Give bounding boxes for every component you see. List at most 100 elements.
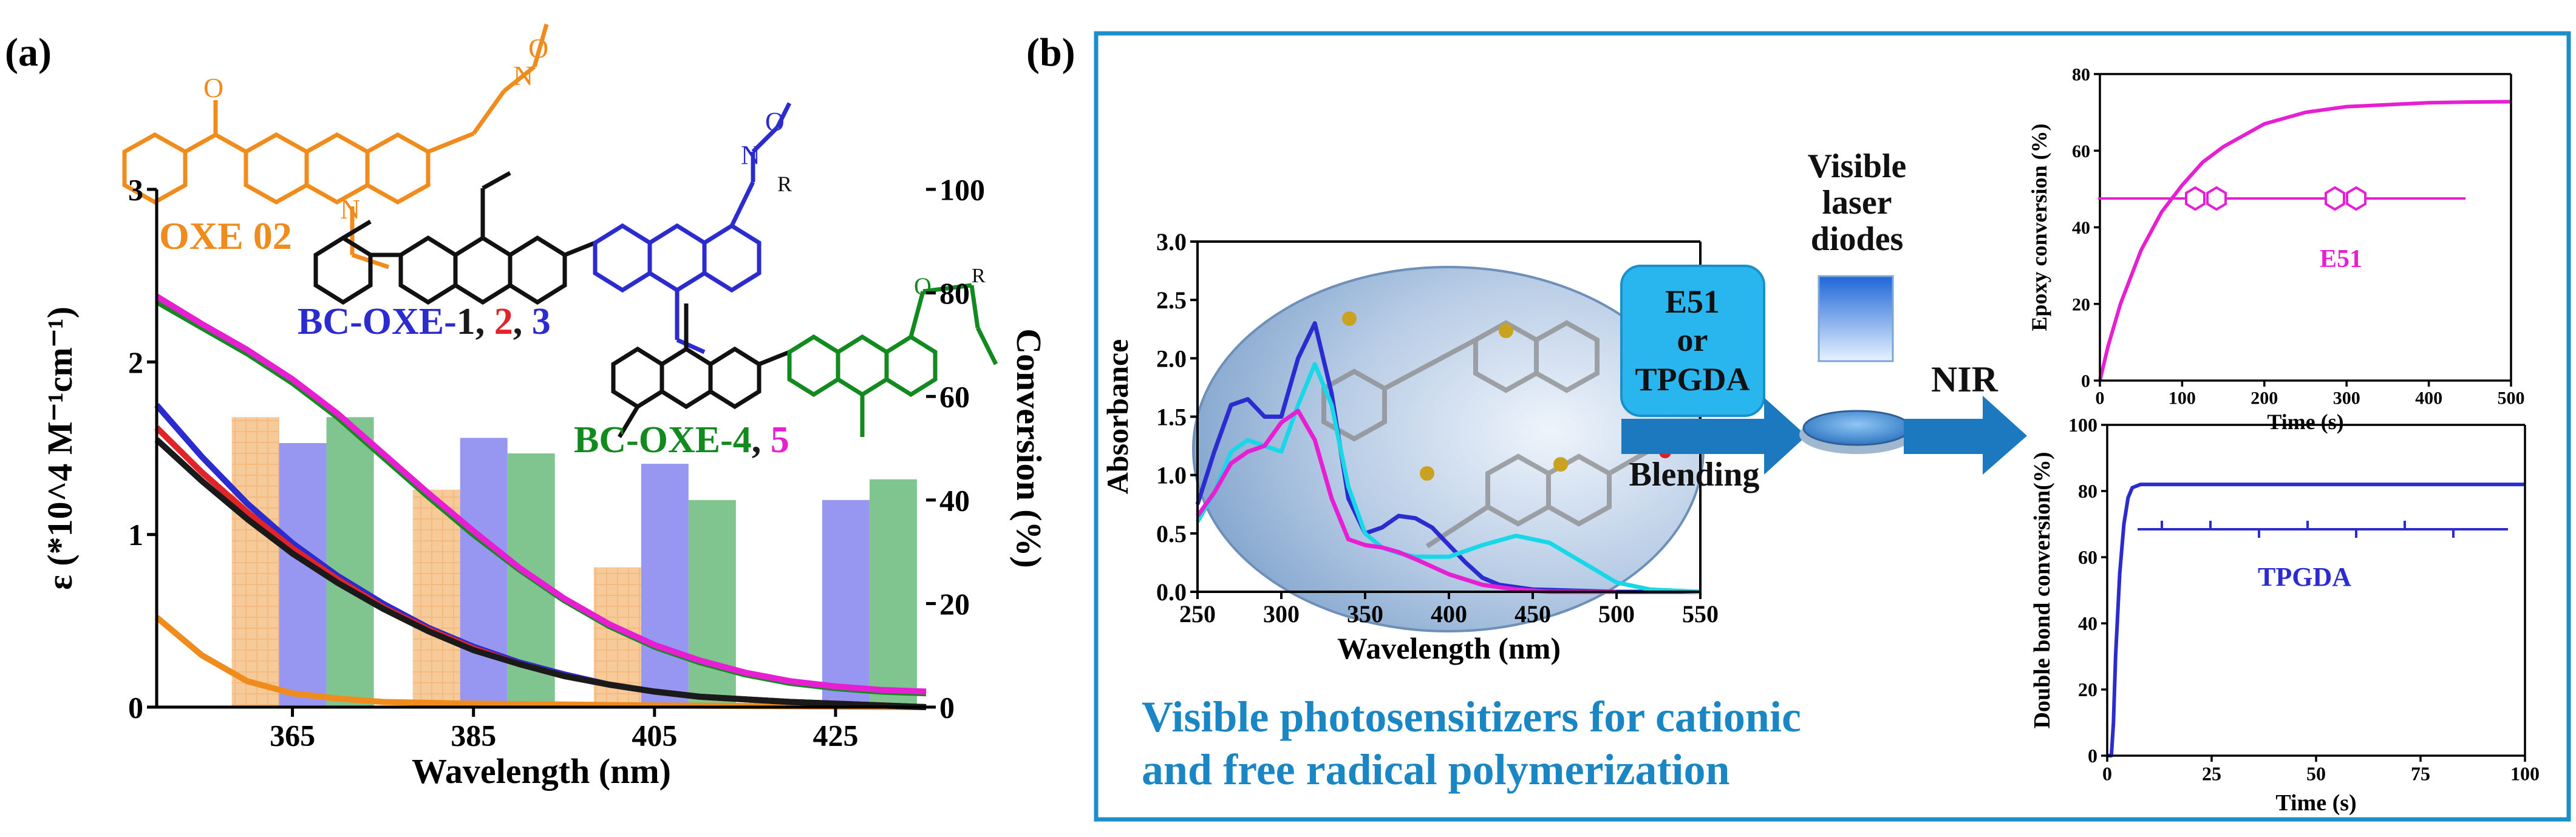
series-line-blue [1195, 321, 1700, 594]
x-tick-label-450: 450 [1515, 600, 1551, 628]
nir-arrow [1904, 396, 2027, 475]
y-tick-label-0: 0.0 [1156, 578, 1187, 606]
y-tick-label-0: 0 [128, 691, 143, 725]
oxe02-ester-o: O [528, 33, 548, 64]
bc-oxe-r-group: R [777, 172, 792, 196]
x-tick-label-350: 350 [1347, 600, 1383, 628]
y-tick-label-80: 80 [2078, 480, 2097, 502]
x-tick-label-400: 400 [2415, 388, 2442, 408]
y-axis-label: Double bond conversion(%) [2029, 452, 2055, 728]
legend-label: E51 [2320, 245, 2362, 273]
y-tick-label-80: 80 [2072, 65, 2090, 85]
e51-structure-sketch [2098, 186, 2465, 211]
x-tick-label-400: 400 [1431, 600, 1467, 628]
nir-label: NIR [1931, 359, 1998, 399]
laser-line2: laser [1822, 184, 1892, 222]
bc2: 2 [494, 301, 513, 342]
epoxy-conversion-chart: 0 100 200 300 400 500 0 20 40 60 80 Time (s) Epoxy c… [2027, 65, 2525, 435]
y2-tick-label-80: 80 [939, 276, 970, 310]
oxe02-amine-n: N [340, 194, 360, 225]
monomer-line3: TPGDA [1635, 361, 1750, 398]
label-bc-oxe-4-5: BC-OXE-4, 5 [574, 419, 789, 461]
series-line-tpgda [2107, 483, 2525, 757]
bar-oxe-02-365 [231, 417, 279, 707]
y-tick-label-20: 20 [2072, 294, 2090, 314]
x-tick-label-100: 100 [2510, 762, 2540, 784]
x-tick-label-425: 425 [813, 719, 858, 753]
series-line-bc-oxe-3 [154, 437, 927, 710]
panel-b-label: (b) [1026, 30, 1075, 75]
y-tick-label-0: 0 [2088, 745, 2097, 767]
y2-tick-label-60: 60 [939, 380, 970, 414]
x-axis-label: Wavelength (nm) [412, 751, 671, 791]
x-tick-label-0: 0 [2102, 762, 2112, 784]
laser-line3: diodes [1811, 220, 1904, 258]
y2-tick-label-20: 20 [939, 587, 970, 621]
blending-label: Blending [1629, 456, 1760, 493]
molecule-sketch [1321, 320, 1653, 549]
sep3: , [752, 419, 771, 461]
blending-arrow [1621, 398, 1807, 475]
bc1: 1 [457, 301, 475, 342]
x-tick-label-300: 300 [1263, 600, 1300, 628]
x-tick-label-50: 50 [2306, 762, 2326, 784]
bc-oxe-green-r-group: R [972, 265, 986, 287]
oxe02-ketone-o: O [203, 72, 223, 103]
monomer-line1: E51 [1665, 283, 1720, 320]
x-tick-label-405: 405 [632, 719, 677, 753]
panel-a-label: (a) [5, 30, 52, 75]
x-tick-label-100: 100 [2169, 388, 2196, 408]
sample-disk [1802, 410, 1912, 446]
bar-bc-oxe-385 [460, 438, 508, 707]
label-oxe02: OXE 02 [159, 214, 292, 257]
caption-line1: Visible photosensitizers for cationic [1142, 693, 1801, 741]
series-line-magenta [1196, 408, 1617, 594]
structure-bc-oxe-1-3 [313, 171, 596, 305]
x-tick-label-300: 300 [2333, 388, 2360, 408]
bc-prefix: BC-OXE- [298, 301, 457, 342]
series-line-cyan [1195, 362, 1701, 594]
y2-tick-label-100: 100 [939, 173, 985, 207]
bar-bc-oxe-425 [822, 500, 870, 707]
bc3: 3 [532, 301, 551, 342]
x-tick-label-500: 500 [1598, 600, 1635, 628]
y-axis-label: ε (*10^4 M⁻¹cm⁻¹) [40, 307, 80, 590]
y-tick-label-60: 60 [2078, 546, 2097, 568]
y-tick-label-0: 0 [2081, 371, 2090, 391]
x-tick-label-500: 500 [2498, 388, 2525, 408]
bc-oxe-ester-o: O [765, 107, 785, 137]
structure-bc-oxe-4-5 [611, 303, 791, 438]
label-bc-oxe-1-3: BC-OXE-1, 2, 3 [298, 301, 551, 342]
y-tick-label-3: 3.0 [1156, 228, 1187, 256]
y-tick-label-2.5: 2.5 [1156, 286, 1187, 314]
series-line-e51 [2098, 100, 2512, 381]
y-tick-label-1: 1 [128, 518, 143, 552]
laser-line1: Visible [1808, 147, 1907, 185]
y-tick-label-20: 20 [2078, 679, 2097, 700]
y-tick-label-3: 3 [128, 173, 143, 207]
x-tick-label-550: 550 [1682, 600, 1719, 628]
y-tick-label-2: 2.0 [1156, 345, 1187, 372]
laser-diode [1818, 275, 1894, 362]
x-tick-label-25: 25 [2202, 762, 2221, 784]
y-tick-label-40: 40 [2078, 612, 2097, 634]
bc-oxe-green-carbonyl-o: O [914, 273, 932, 300]
legend-label: TPGDA [2258, 562, 2351, 592]
y-tick-label-60: 60 [2072, 141, 2090, 161]
bar-bc-oxe-4-405 [688, 500, 736, 707]
caption-line2: and free radical polymerization [1142, 745, 1730, 794]
y-axis-label: Epoxy conversion (%) [2027, 124, 2051, 331]
y-tick-label-2: 2 [128, 345, 143, 379]
panel-a: (a) O N N O [5, 24, 1049, 791]
x-axis-label: Time (s) [2267, 410, 2343, 434]
x-tick-label-250: 250 [1179, 600, 1216, 628]
bc-oxe-oxime-n: N [741, 140, 760, 170]
absorbance-chart: 250 300 350 400 450 500 550 0.0 0.5 1.0 1.5 2.0 2.5 3… [1100, 228, 1719, 665]
y-tick-label-100: 100 [2068, 414, 2097, 436]
panel-b-frame [1094, 31, 2571, 822]
series-line-bc-oxe-5 [155, 294, 927, 695]
structure-bc-oxe-blue-part [593, 102, 792, 354]
double-bond-conversion-chart: 0 25 50 75 100 0 20 40 60 80 100 Time (s) Double bon… [2029, 414, 2540, 816]
